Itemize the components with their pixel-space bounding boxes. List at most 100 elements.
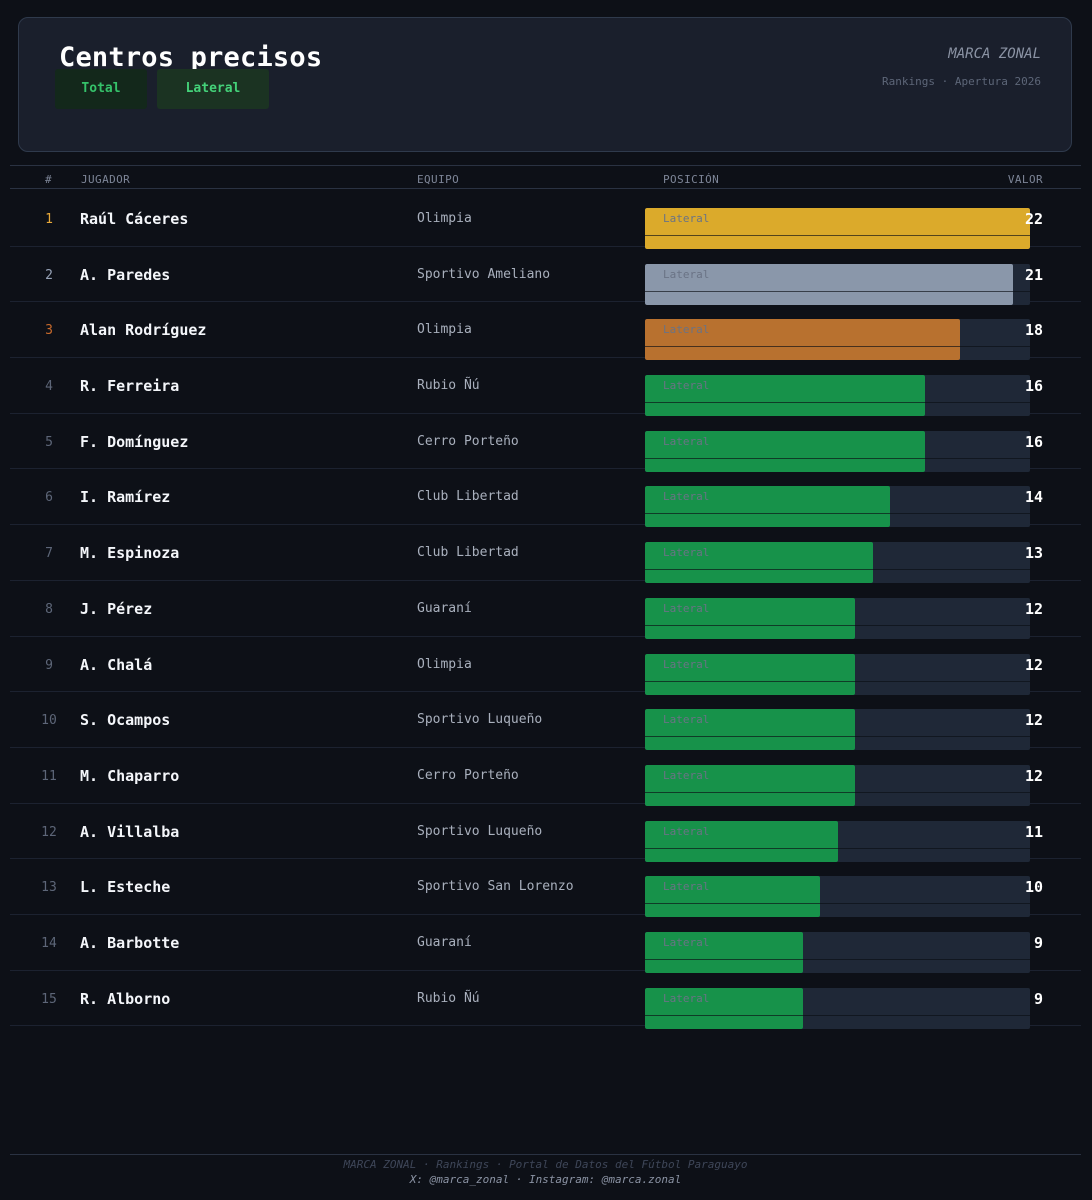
rank-number: 3 <box>45 323 53 339</box>
bar-divider <box>645 736 1030 738</box>
value-bar-track: Lateral <box>645 931 1030 973</box>
rank-number: 2 <box>45 267 53 283</box>
brand-name: MARCA ZONAL <box>948 46 1041 62</box>
table-row[interactable]: 12 A. Villalba Sportivo Luqueño Lateral 11 <box>10 804 1081 862</box>
rank-number: 6 <box>45 490 53 506</box>
player-name: M. Espinoza <box>80 544 180 563</box>
player-name: F. Domínguez <box>80 432 189 451</box>
value-bar-track: Lateral <box>645 820 1030 862</box>
rank-number: 1 <box>45 212 53 227</box>
team-name: Rubio Ñú <box>417 990 480 1006</box>
table-row[interactable]: 7 M. Espinoza Club Libertad Lateral 13 <box>10 525 1081 584</box>
table-header: # JUGADOR EQUIPO POSICIÓN VALOR <box>10 165 1081 189</box>
value-bar <box>645 375 925 417</box>
bar-divider <box>645 513 1030 515</box>
header-card: Centros precisos Total Lateral MARCA ZON… <box>18 17 1072 152</box>
team-name: Club Libertad <box>417 545 519 561</box>
position-label: Lateral <box>663 935 710 949</box>
value-bar <box>645 653 855 695</box>
position-label: Lateral <box>663 267 710 281</box>
team-name: Sportivo San Lorenzo <box>417 879 574 895</box>
bar-divider <box>645 791 1030 793</box>
position-label: Lateral <box>663 824 710 838</box>
position-label: Lateral <box>663 657 710 671</box>
tab-total[interactable]: Total <box>55 69 147 109</box>
column-rank: # <box>45 173 53 186</box>
value-bar-track: Lateral <box>645 987 1030 1029</box>
table-row[interactable]: 4 R. Ferreira Rubio Ñú Lateral 16 <box>10 358 1081 417</box>
rank-number: 5 <box>45 434 53 450</box>
bar-divider <box>645 680 1030 682</box>
page-title: Centros precisos <box>59 42 323 73</box>
value-bar-track: Lateral <box>645 876 1030 918</box>
rank-number: 10 <box>41 713 57 729</box>
stat-value: 18 <box>1024 321 1043 340</box>
table-row[interactable]: 8 J. Pérez Guaraní Lateral 12 <box>10 581 1081 639</box>
position-label: Lateral <box>663 434 710 448</box>
value-bar <box>645 319 960 361</box>
table-row[interactable]: 1 Raúl Cáceres Olimpia Lateral 22 <box>10 191 1081 249</box>
player-name: A. Paredes <box>80 265 171 284</box>
stat-value: 16 <box>1024 377 1043 396</box>
position-label: Lateral <box>663 991 710 1005</box>
stat-value: 11 <box>1024 822 1043 841</box>
table-row[interactable]: 11 M. Chaparro Cerro Porteño Lateral 12 <box>10 748 1081 806</box>
stat-value: 21 <box>1024 265 1043 284</box>
position-label: Lateral <box>663 490 710 504</box>
player-name: J. Pérez <box>80 599 153 618</box>
player-name: R. Alborno <box>80 989 171 1008</box>
bar-divider <box>645 847 1030 849</box>
stat-value: 12 <box>1024 655 1043 674</box>
value-bar <box>645 597 855 639</box>
stat-value: 9 <box>1033 989 1043 1008</box>
team-name: Sportivo Luqueño <box>417 712 543 728</box>
value-bar-track: Lateral <box>645 263 1030 305</box>
table-row[interactable]: 3 Alan Rodríguez Olimpia Lateral 18 <box>10 302 1081 361</box>
tab-lateral[interactable]: Lateral <box>157 69 269 109</box>
bar-divider <box>645 290 1030 292</box>
table-row[interactable]: 13 L. Esteche Sportivo San Lorenzo Lateral 1… <box>10 859 1081 918</box>
player-name: I. Ramírez <box>80 488 171 507</box>
value-bar <box>645 542 873 584</box>
position-label: Lateral <box>663 546 710 560</box>
table-row[interactable]: 9 A. Chalá Olimpia Lateral 12 <box>10 637 1081 695</box>
footer: MARCA ZONAL · Rankings · Portal de Datos… <box>10 1154 1081 1186</box>
bar-divider <box>645 346 1030 348</box>
team-name: Olimpia <box>417 656 472 672</box>
rank-number: 12 <box>41 824 57 840</box>
value-bar <box>645 764 855 806</box>
table-row[interactable]: 6 I. Ramírez Club Libertad Lateral 14 <box>10 469 1081 528</box>
team-name: Guaraní <box>417 934 472 950</box>
value-bar <box>645 709 855 751</box>
rank-number: 15 <box>41 991 57 1007</box>
bar-divider <box>645 1014 1030 1016</box>
column-value: VALOR <box>1007 173 1043 186</box>
table-row[interactable]: 2 A. Paredes Sportivo Ameliano Lateral 21 <box>10 247 1081 305</box>
rank-number: 13 <box>41 880 57 896</box>
player-name: R. Ferreira <box>80 377 180 396</box>
player-name: A. Chalá <box>80 655 153 674</box>
bar-divider <box>645 903 1030 905</box>
bar-divider <box>645 958 1030 960</box>
stat-value: 16 <box>1024 432 1043 451</box>
team-name: Club Libertad <box>417 489 519 505</box>
position-label: Lateral <box>663 880 710 894</box>
stat-value: 14 <box>1024 488 1043 507</box>
value-bar-track: Lateral <box>645 486 1030 528</box>
value-bar <box>645 263 1013 305</box>
stat-value: 9 <box>1033 933 1043 952</box>
value-bar-track: Lateral <box>645 542 1030 584</box>
table-row[interactable]: 10 S. Ocampos Sportivo Luqueño Lateral 12 <box>10 692 1081 751</box>
value-bar-track: Lateral <box>645 709 1030 751</box>
value-bar-track: Lateral <box>645 764 1030 806</box>
stat-value: 10 <box>1024 878 1043 897</box>
table-row[interactable]: 15 R. Alborno Rubio Ñú Lateral 9 <box>10 971 1081 1029</box>
page-subtitle: Rankings · Apertura 2026 <box>882 75 1041 88</box>
bar-divider <box>645 624 1030 626</box>
value-bar <box>645 208 1030 249</box>
footer-social: X: @marca_zonal · Instagram: @marca.zona… <box>409 1173 682 1186</box>
table-row[interactable]: 5 F. Domínguez Cerro Porteño Lateral 16 <box>10 414 1081 472</box>
rank-number: 14 <box>41 935 57 951</box>
bar-divider <box>645 235 1030 236</box>
table-row[interactable]: 14 A. Barbotte Guaraní Lateral 9 <box>10 915 1081 973</box>
